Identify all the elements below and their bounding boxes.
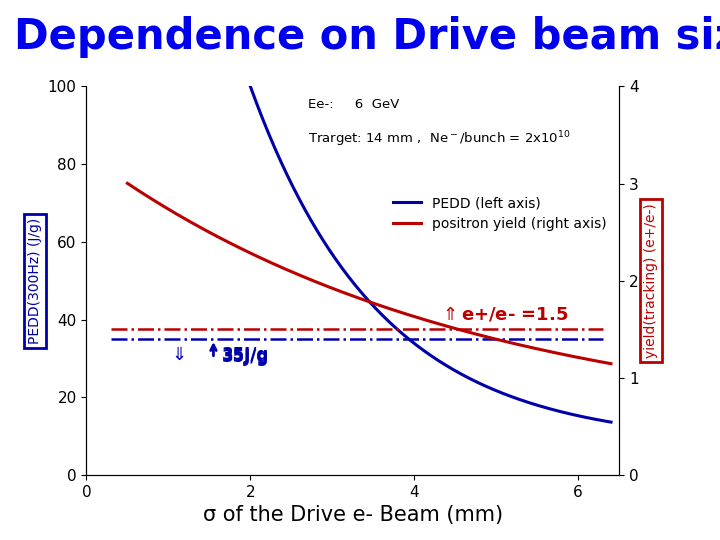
Text: $\Downarrow$: $\Downarrow$ [168,346,185,363]
Y-axis label: PEDD(300Hz) (J/g): PEDD(300Hz) (J/g) [28,218,42,344]
Text: Trarget: 14 mm ,  Ne$^-$/bunch = 2x10$^{10}$: Trarget: 14 mm , Ne$^-$/bunch = 2x10$^{1… [307,129,570,149]
Legend: PEDD (left axis), positron yield (right axis): PEDD (left axis), positron yield (right … [387,191,612,237]
Text: 35J/g: 35J/g [222,348,269,366]
Text: 35J/g: 35J/g [222,346,269,363]
Y-axis label: yield(tracking) (e+/e-): yield(tracking) (e+/e-) [644,204,658,358]
Text: $\Uparrow$e+/e- =1.5: $\Uparrow$e+/e- =1.5 [439,305,569,323]
X-axis label: σ of the Drive e- Beam (mm): σ of the Drive e- Beam (mm) [203,505,503,525]
Text: Dependence on Drive beam size: Dependence on Drive beam size [14,16,720,58]
Text: Ee-:     6  GeV: Ee-: 6 GeV [307,98,399,111]
